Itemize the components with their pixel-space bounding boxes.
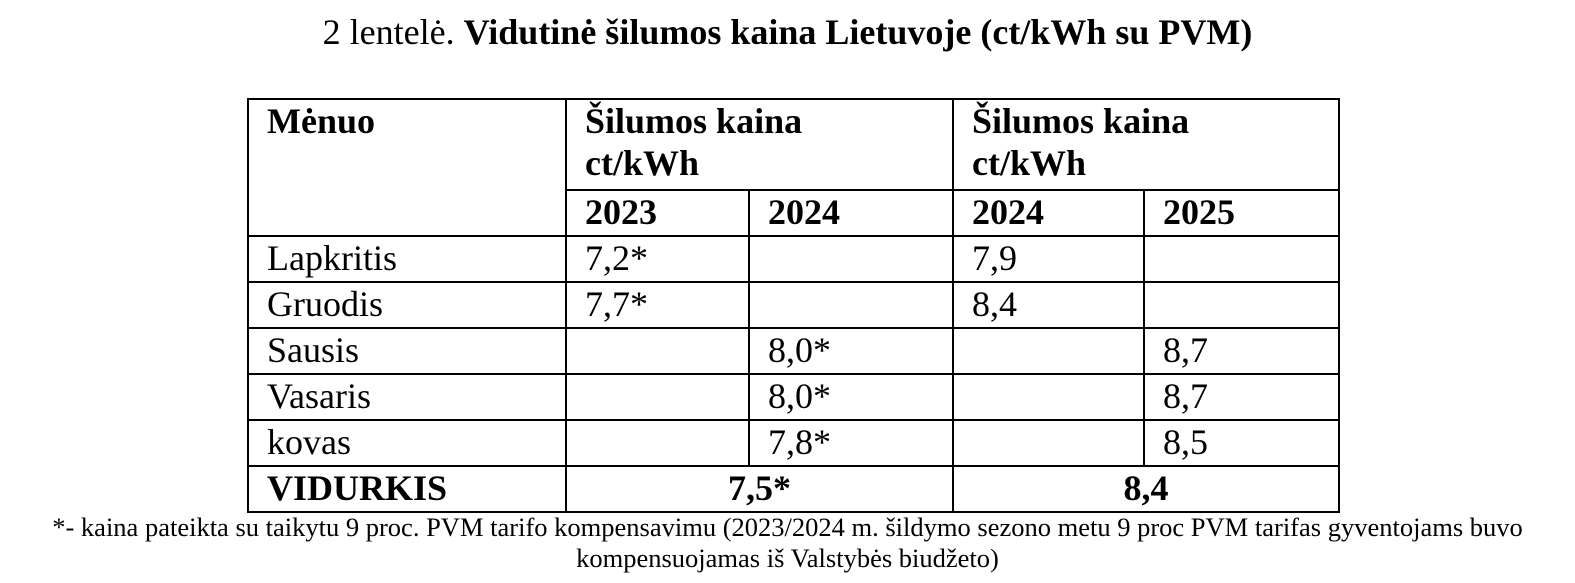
value-cell xyxy=(748,281,954,329)
value-cell: 8,0* xyxy=(748,373,954,421)
group-label: Šilumos kaina ct/kWh xyxy=(585,101,803,183)
month-cell: Sausis xyxy=(247,327,567,375)
average-value: 8,4 xyxy=(952,465,1340,513)
value-cell xyxy=(1143,281,1340,329)
average-value: 7,5* xyxy=(565,465,954,513)
value-cell: 7,9 xyxy=(952,235,1145,283)
footnote: *- kaina pateikta su taikytu 9 proc. PVM… xyxy=(52,512,1523,573)
value-cell: 8,5 xyxy=(1143,419,1340,467)
title-prefix: 2 lentelė. xyxy=(322,12,455,52)
data-row: Sausis 8,0* 8,7 xyxy=(247,327,1340,375)
data-row: Gruodis 7,7* 8,4 xyxy=(247,281,1340,329)
value-cell xyxy=(952,373,1145,421)
average-label: VIDURKIS xyxy=(247,465,567,513)
value-cell: 8,7 xyxy=(1143,327,1340,375)
header-cell: Šilumos kaina ct/kWh xyxy=(565,98,954,191)
data-row: Lapkritis 7,2* 7,9 xyxy=(247,235,1340,283)
month-cell: Lapkritis xyxy=(247,235,567,283)
value-cell: 7,8* xyxy=(748,419,954,467)
table-title: 2 lentelė. Vidutinė šilumos kaina Lietuv… xyxy=(0,10,1575,54)
data-row: kovas 7,8* 8,5 xyxy=(247,419,1340,467)
year-cell: 2024 xyxy=(952,189,1145,237)
year-cell: 2025 xyxy=(1143,189,1340,237)
header-row: 2023 2024 2024 2025 xyxy=(248,189,1340,237)
value-cell xyxy=(748,235,954,283)
value-cell: 7,2* xyxy=(565,235,750,283)
year-cell: 2023 xyxy=(565,189,750,237)
month-cell: Vasaris xyxy=(247,373,567,421)
value-cell: 7,7* xyxy=(565,281,750,329)
data-row: Vasaris 8,0* 8,7 xyxy=(247,373,1340,421)
month-cell: Gruodis xyxy=(247,281,567,329)
average-row: VIDURKIS 7,5* 8,4 xyxy=(247,465,1340,513)
value-cell: 8,7 xyxy=(1143,373,1340,421)
header-row: Mėnuo Šilumos kaina ct/kWh Šilumos kaina… xyxy=(247,98,1340,237)
value-cell xyxy=(952,327,1145,375)
price-table: Mėnuo Šilumos kaina ct/kWh Šilumos kaina… xyxy=(247,98,1340,513)
value-cell xyxy=(952,419,1145,467)
header-cell: Mėnuo xyxy=(247,98,567,237)
value-cell xyxy=(565,327,750,375)
value-cell xyxy=(1143,235,1340,283)
value-cell xyxy=(565,419,750,467)
month-cell: kovas xyxy=(247,419,567,467)
year-cell: 2024 xyxy=(748,189,954,237)
title-main: Vidutinė šilumos kaina Lietuvoje (ct/kWh… xyxy=(463,12,1253,52)
header-cell: Šilumos kaina ct/kWh xyxy=(952,98,1340,191)
value-cell: 8,0* xyxy=(748,327,954,375)
group-label: Šilumos kaina ct/kWh xyxy=(972,101,1190,183)
value-cell: 8,4 xyxy=(952,281,1145,329)
value-cell xyxy=(565,373,750,421)
